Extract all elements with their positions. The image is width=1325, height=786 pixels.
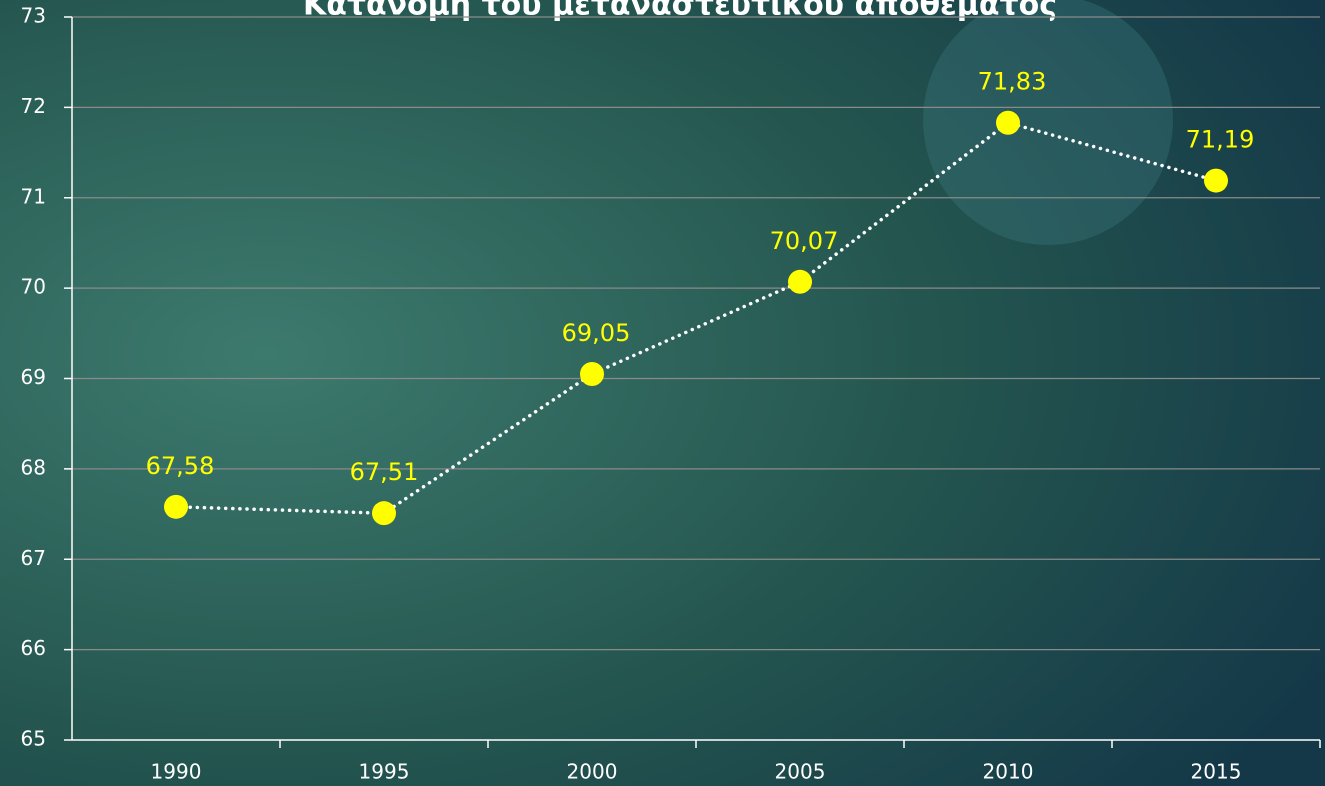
data-label: 70,07 <box>770 227 839 255</box>
data-point <box>372 501 396 526</box>
x-tick-label: 2005 <box>775 760 826 784</box>
data-point <box>1204 168 1228 193</box>
x-tick-label: 1995 <box>359 760 410 784</box>
data-point <box>788 269 812 294</box>
data-label: 71,83 <box>978 68 1047 96</box>
x-tick-label: 2000 <box>567 760 618 784</box>
data-label: 67,51 <box>350 458 419 486</box>
y-tick-label: 66 <box>21 636 46 660</box>
highlight <box>923 0 1173 245</box>
y-tick-label: 70 <box>21 275 46 299</box>
data-label: 67,58 <box>146 452 215 480</box>
y-tick-label: 71 <box>21 184 46 208</box>
y-tick-label: 65 <box>21 727 46 751</box>
data-label: 71,19 <box>1186 126 1255 154</box>
y-tick-label: 68 <box>21 455 46 479</box>
chart-title: Κατανομή του μεταναστευτικού αποθέματος <box>303 0 1057 23</box>
data-label: 69,05 <box>562 319 631 347</box>
x-tick-label: 1990 <box>151 760 202 784</box>
x-tick-label: 2010 <box>983 760 1034 784</box>
y-tick-label: 67 <box>21 546 46 570</box>
y-tick-label: 72 <box>21 94 46 118</box>
x-tick-label: 2015 <box>1191 760 1242 784</box>
data-point <box>996 110 1020 135</box>
y-tick-label: 69 <box>21 365 46 389</box>
data-point <box>164 494 188 519</box>
y-tick-label: 73 <box>21 4 46 28</box>
data-point <box>580 361 604 386</box>
